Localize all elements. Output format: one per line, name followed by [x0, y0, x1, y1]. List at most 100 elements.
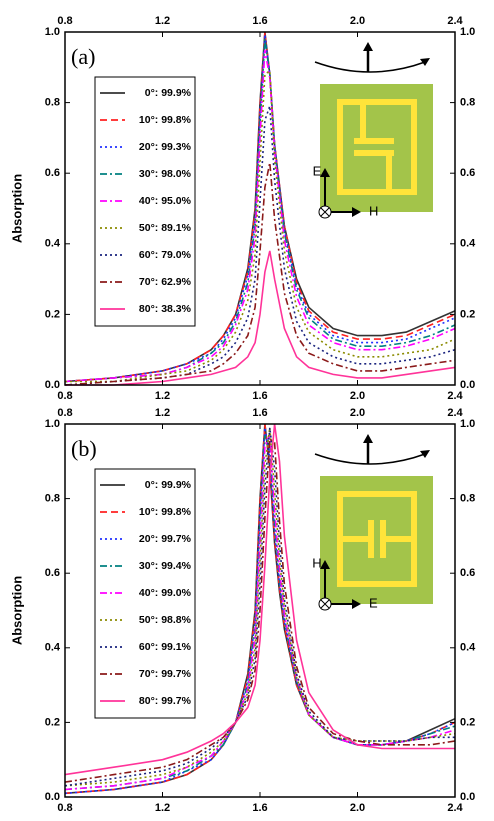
y-tick-label: 0.6 [45, 567, 60, 579]
up-arrowhead [363, 42, 373, 51]
legend-label: 50°: 98.8% [139, 614, 192, 626]
legend-label: 10°: 99.8% [139, 114, 192, 126]
gap-bar [340, 536, 370, 542]
v-axis-label: E [313, 163, 322, 178]
y-tick-label: 0.2 [45, 716, 60, 728]
h-axis-label: H [369, 203, 378, 218]
y-tick-label: 0.8 [45, 97, 60, 109]
y-tick-label-right: 1.0 [460, 418, 475, 430]
legend-label: 0°: 99.9% [145, 87, 192, 99]
gap-bar [384, 536, 414, 542]
y-tick-label-right: 1.0 [460, 26, 475, 38]
y-tick-label-right: 0.0 [460, 379, 475, 391]
y-tick-label-right: 0.4 [460, 642, 476, 654]
h-arrowhead [352, 599, 361, 609]
x-tick-label-top: 1.2 [155, 407, 170, 419]
rotation-arrowhead [420, 58, 430, 66]
x-tick-label-top: 2.0 [350, 407, 365, 419]
legend-label: 10°: 99.8% [139, 506, 192, 518]
v-axis-label: H [312, 555, 321, 570]
legend-label: 20°: 99.7% [139, 533, 192, 545]
rotation-arrow [314, 453, 426, 465]
series-line [64, 38, 456, 383]
v-arrowhead [320, 560, 330, 569]
y-tick-label: 0.6 [45, 167, 60, 179]
up-arrowhead [363, 434, 373, 443]
series-line [64, 162, 456, 386]
series-line [64, 427, 456, 787]
legend-label: 80°: 99.7% [139, 695, 192, 707]
y-tick-label: 0.2 [45, 308, 60, 320]
x-tick-label: 2.4 [447, 802, 463, 814]
x-tick-label-top: 2.4 [447, 15, 463, 27]
y-tick-label: 0.8 [45, 493, 60, 505]
cap [354, 138, 394, 144]
x-tick-label-top: 1.6 [252, 407, 267, 419]
y-tick-label: 0.0 [45, 379, 60, 391]
y-tick-label-right: 0.6 [460, 567, 475, 579]
y-tick-label-right: 0.2 [460, 716, 475, 728]
y-tick-label-right: 0.4 [460, 238, 476, 250]
y-tick-label-right: 0.8 [460, 493, 475, 505]
y-tick-label-right: 0.2 [460, 308, 475, 320]
x-tick-label-top: 2.0 [350, 15, 365, 27]
panel-label: (a) [71, 44, 95, 69]
inset: HE [312, 434, 433, 611]
k-cross [320, 207, 330, 217]
x-tick-label: 1.2 [155, 390, 170, 402]
k-cross [320, 599, 330, 609]
x-tick-label-top: 0.8 [57, 407, 72, 419]
y-tick-label-right: 0.6 [460, 167, 475, 179]
legend-label: 40°: 95.0% [139, 195, 192, 207]
legend-label: 40°: 99.0% [139, 587, 192, 599]
legend-label: 30°: 98.0% [139, 168, 192, 180]
legend-label: 0°: 99.9% [145, 479, 192, 491]
legend-label: 70°: 62.9% [139, 276, 192, 288]
cap [368, 520, 374, 558]
legend-label: 60°: 99.1% [139, 641, 192, 653]
legend-label: 20°: 99.3% [139, 141, 192, 153]
cap [354, 150, 394, 156]
x-tick-label: 2.0 [350, 802, 365, 814]
series-line [65, 250, 456, 386]
ring [337, 99, 417, 195]
legend-label: 30°: 99.4% [139, 560, 192, 572]
y-tick-label: 1.0 [45, 418, 60, 430]
x-tick-label: 1.6 [252, 390, 267, 402]
x-tick-label-top: 1.2 [155, 15, 170, 27]
series-line [65, 69, 456, 383]
series-line [64, 34, 456, 383]
y-axis-label: Absorption [9, 576, 24, 645]
y-tick-label-right: 0.8 [460, 97, 475, 109]
y-tick-label: 0.4 [45, 642, 61, 654]
h-axis-label: E [369, 595, 378, 610]
rotation-arrowhead [420, 450, 430, 458]
x-tick-label-top: 2.4 [447, 407, 463, 419]
legend-label: 50°: 89.1% [139, 222, 192, 234]
x-tick-label: 1.6 [252, 802, 267, 814]
x-tick-label: 2.4 [447, 390, 463, 402]
x-tick-label: 1.2 [155, 802, 170, 814]
y-tick-label-right: 0.0 [460, 791, 475, 803]
legend-label: 70°: 99.7% [139, 668, 192, 680]
gap-bar [386, 154, 392, 192]
y-tick-label: 1.0 [45, 26, 60, 38]
h-arrowhead [352, 207, 361, 217]
x-tick-label-top: 0.8 [57, 15, 72, 27]
y-tick-label: 0.0 [45, 791, 60, 803]
legend-label: 80°: 38.3% [139, 303, 192, 315]
rotation-arrow [314, 61, 426, 73]
gap-bar [360, 102, 366, 142]
cap [380, 520, 386, 558]
x-tick-label: 0.8 [57, 390, 72, 402]
y-axis-label: Absorption [9, 174, 24, 243]
inset: EH [313, 42, 433, 219]
v-arrowhead [320, 168, 330, 177]
series-line [64, 105, 456, 386]
panel-label: (b) [71, 436, 97, 461]
legend-label: 60°: 79.0% [139, 249, 192, 261]
x-tick-label: 2.0 [350, 390, 365, 402]
x-tick-label: 0.8 [57, 802, 72, 814]
y-tick-label: 0.4 [45, 238, 61, 250]
